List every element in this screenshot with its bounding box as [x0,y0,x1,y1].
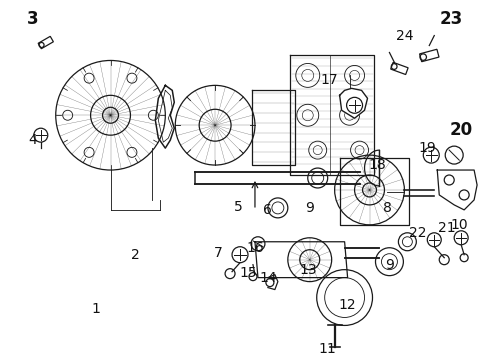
Text: 17: 17 [321,73,339,87]
Polygon shape [437,170,477,210]
Text: 2: 2 [131,248,140,262]
Text: 7: 7 [214,246,222,260]
Text: 16: 16 [246,241,264,255]
Text: 6: 6 [264,203,272,217]
Text: 18: 18 [368,158,386,172]
Text: 15: 15 [239,266,257,280]
Text: 10: 10 [450,218,468,232]
Text: 1: 1 [91,302,100,316]
Text: 9: 9 [385,258,394,272]
Text: 23: 23 [440,10,463,28]
Text: 19: 19 [418,141,436,155]
Polygon shape [340,88,368,118]
Text: 9: 9 [305,201,314,215]
Text: 11: 11 [319,342,337,356]
Text: 20: 20 [450,121,473,139]
Text: 13: 13 [299,263,317,276]
Text: 21: 21 [439,221,456,235]
Text: 4: 4 [28,133,37,147]
Text: 12: 12 [339,297,356,311]
Text: 22: 22 [409,226,426,240]
Text: 24: 24 [395,28,413,42]
Text: 5: 5 [234,200,243,214]
Text: 3: 3 [27,10,39,28]
Text: 14: 14 [259,271,277,285]
Text: 8: 8 [383,201,392,215]
